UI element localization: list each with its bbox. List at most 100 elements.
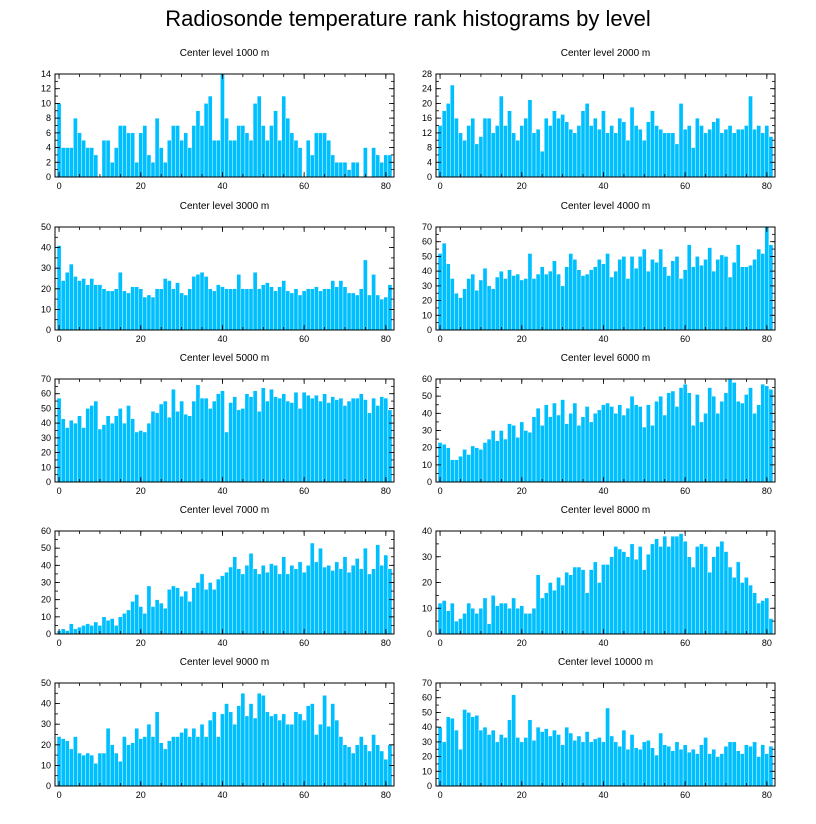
histogram-bar xyxy=(85,623,90,635)
histogram-bar xyxy=(735,561,741,635)
x-tick-label: 40 xyxy=(598,486,608,496)
histogram-bar xyxy=(285,573,291,635)
x-tick-label: 40 xyxy=(217,181,227,191)
histogram-bar xyxy=(261,125,266,178)
histogram-bar xyxy=(642,426,647,483)
histogram-bar xyxy=(265,282,270,331)
histogram-bar xyxy=(240,693,246,787)
histogram-bar xyxy=(756,756,761,787)
histogram-bar xyxy=(613,413,618,483)
histogram-bar xyxy=(715,259,721,331)
histogram-bar xyxy=(326,726,331,787)
histogram-bar xyxy=(707,753,712,787)
histogram-bar xyxy=(244,565,250,635)
histogram-bar xyxy=(105,620,111,635)
histogram-bar xyxy=(179,140,184,178)
histogram-bar xyxy=(232,288,237,331)
x-tick-label: 60 xyxy=(680,334,690,344)
histogram-bar xyxy=(187,601,193,635)
histogram-bar xyxy=(539,151,545,178)
histogram-bar xyxy=(158,742,164,787)
histogram-bar xyxy=(363,259,368,331)
histogram-bar xyxy=(305,565,311,635)
histogram-bar xyxy=(544,592,549,635)
histogram-bar xyxy=(256,693,262,787)
histogram-bar xyxy=(81,278,86,331)
histogram-bar xyxy=(330,154,335,178)
histogram-bar xyxy=(756,404,761,483)
histogram-bar xyxy=(511,275,516,331)
histogram-bar xyxy=(740,753,745,787)
x-tick-label: 20 xyxy=(136,638,146,648)
histogram-bar xyxy=(735,128,741,178)
histogram-bar xyxy=(650,259,655,331)
histogram-bar xyxy=(310,703,315,787)
histogram-bar xyxy=(584,103,590,178)
histogram-bar xyxy=(359,568,364,635)
histogram-bar xyxy=(584,273,590,331)
histogram-bar xyxy=(515,608,520,635)
histogram-bar xyxy=(305,394,311,483)
histogram-bar xyxy=(212,140,217,178)
histogram-bar xyxy=(69,263,74,331)
histogram-bar xyxy=(674,741,680,787)
histogram-bar xyxy=(318,290,323,331)
histogram-bar xyxy=(285,724,291,787)
histogram-bar xyxy=(167,740,172,787)
y-tick-label: 30 xyxy=(422,281,432,291)
histogram-bar xyxy=(350,565,356,635)
histogram-bar xyxy=(77,415,82,483)
panel-title: Center level 8000 m xyxy=(561,505,651,516)
histogram-bar xyxy=(727,741,733,787)
histogram-bar xyxy=(544,728,549,787)
histogram-bar xyxy=(695,394,700,483)
histogram-bar xyxy=(350,397,356,483)
histogram-bar xyxy=(707,247,712,331)
histogram-bar xyxy=(441,600,447,635)
histogram-bar xyxy=(281,556,286,635)
histogram-bar xyxy=(387,154,393,178)
histogram-bar xyxy=(446,610,451,635)
y-tick-label: 50 xyxy=(41,543,51,553)
x-tick-label: 60 xyxy=(299,181,309,191)
histogram-bar xyxy=(93,763,99,787)
histogram-bar xyxy=(175,282,180,331)
histogram-bar xyxy=(662,266,667,331)
histogram-bar xyxy=(699,265,704,331)
histogram-bar xyxy=(633,404,639,483)
histogram-bar xyxy=(568,128,574,178)
histogram-bar xyxy=(597,128,602,178)
histogram-bar xyxy=(548,735,553,787)
histogram-bar xyxy=(613,270,618,331)
histogram-bar xyxy=(650,110,655,178)
histogram-bar xyxy=(326,565,331,635)
histogram-bar xyxy=(446,103,451,178)
panel-title: Center level 10000 m xyxy=(558,657,653,668)
histogram-bar xyxy=(56,736,62,787)
histogram-bar xyxy=(654,262,659,331)
histogram-bar xyxy=(330,703,335,787)
histogram-bar xyxy=(752,259,757,331)
y-tick-label: 16 xyxy=(422,113,432,123)
histogram-bar xyxy=(318,132,323,178)
y-tick-label: 50 xyxy=(422,707,432,717)
histogram-bar xyxy=(252,390,258,483)
histogram-bar xyxy=(330,570,335,635)
histogram-bar xyxy=(695,117,700,178)
histogram-bar xyxy=(768,389,774,483)
histogram-bar xyxy=(499,602,504,635)
histogram-bar xyxy=(191,587,197,635)
histogram-bar xyxy=(342,286,348,331)
y-tick-label: 4 xyxy=(46,143,51,153)
histogram-bar xyxy=(482,726,488,787)
histogram-bar xyxy=(682,744,688,787)
histogram-bar xyxy=(686,244,692,331)
histogram-bar xyxy=(158,403,164,483)
histogram-bar xyxy=(466,278,471,331)
histogram-bar xyxy=(216,140,221,178)
x-tick-label: 60 xyxy=(299,334,309,344)
histogram-bar xyxy=(650,747,655,787)
histogram-bar xyxy=(281,393,286,483)
histogram-bar xyxy=(740,128,745,178)
histogram-bar xyxy=(719,753,725,787)
